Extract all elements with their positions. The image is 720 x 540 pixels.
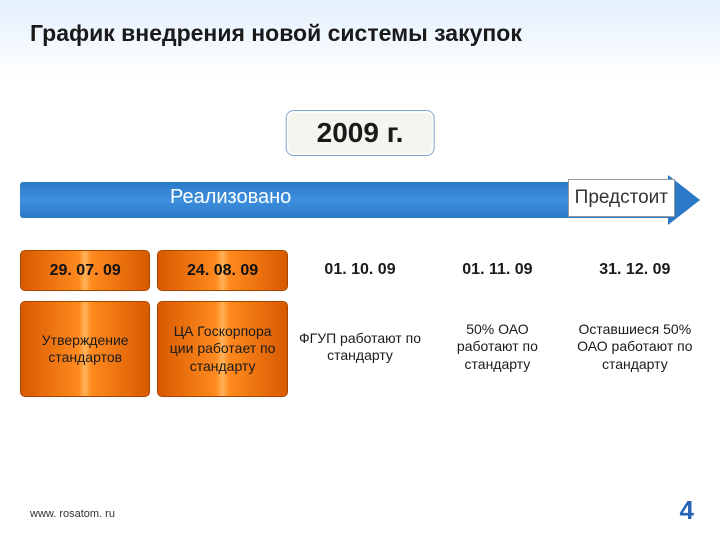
desc-box: ЦА Госкорпора ции работает по стандарту	[157, 301, 287, 397]
year-pill: 2009 г.	[286, 110, 435, 156]
timeline-col: 24. 08. 09 ЦА Госкорпора ции работает по…	[157, 250, 287, 397]
date-box: 01. 10. 09	[295, 250, 425, 289]
desc-box: Утверждение стандартов	[20, 301, 150, 397]
timeline-arrow: Реализовано Предстоит	[20, 175, 700, 225]
footer-url: www. rosatom. ru	[30, 508, 115, 520]
band-label-realized: Реализовано	[170, 186, 291, 209]
desc-box: Оставшиеся 50% ОАО работают по стандарту	[570, 299, 700, 395]
date-box: 31. 12. 09	[570, 250, 700, 289]
timeline-col: 01. 11. 09 50% ОАО работают по стандарту	[432, 250, 562, 397]
page-title: График внедрения новой системы закупок	[30, 20, 522, 47]
timeline-col: 31. 12. 09 Оставшиеся 50% ОАО работают п…	[570, 250, 700, 397]
date-box: 24. 08. 09	[157, 250, 287, 291]
timeline-col: 29. 07. 09 Утверждение стандартов	[20, 250, 150, 397]
desc-box: 50% ОАО работают по стандарту	[432, 299, 562, 395]
band-label-upcoming: Предстоит	[568, 179, 675, 217]
timeline-col: 01. 10. 09 ФГУП работают по стандарту	[295, 250, 425, 397]
date-box: 29. 07. 09	[20, 250, 150, 291]
page-number: 4	[680, 495, 694, 526]
date-box: 01. 11. 09	[432, 250, 562, 289]
desc-box: ФГУП работают по стандарту	[295, 299, 425, 395]
slide-root: График внедрения новой системы закупок 2…	[0, 0, 720, 540]
timeline-columns: 29. 07. 09 Утверждение стандартов 24. 08…	[20, 250, 700, 397]
